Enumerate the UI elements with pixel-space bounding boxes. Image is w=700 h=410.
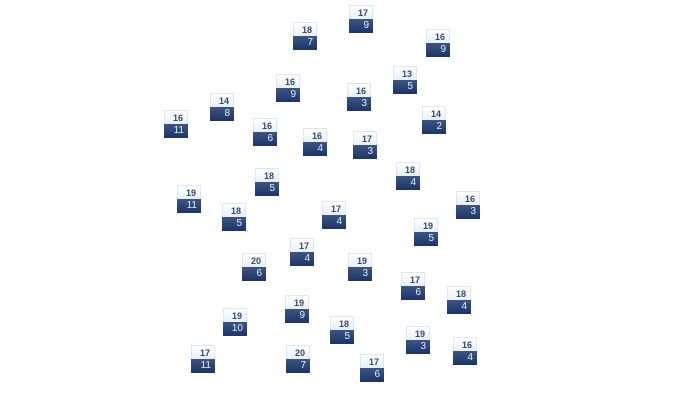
node[interactable]: 16 3	[347, 83, 371, 111]
node-top-value: 18	[447, 286, 471, 300]
node-bottom-value: 11	[164, 124, 188, 138]
node-top-value: 17	[353, 131, 377, 145]
node-bottom-value: 3	[353, 145, 377, 159]
node[interactable]: 17 3	[353, 131, 377, 159]
node-top-value: 16	[164, 110, 188, 124]
node[interactable]: 19 10	[223, 308, 247, 336]
node-bottom-value: 5	[255, 182, 279, 196]
node-top-value: 19	[223, 308, 247, 322]
node-top-value: 14	[422, 106, 446, 120]
node-bottom-value: 10	[223, 322, 247, 336]
node[interactable]: 17 4	[322, 201, 346, 229]
node[interactable]: 16 4	[453, 337, 477, 365]
node-top-value: 18	[255, 168, 279, 182]
node-bottom-value: 4	[303, 142, 327, 156]
node[interactable]: 16 4	[303, 128, 327, 156]
node[interactable]: 18 5	[330, 316, 354, 344]
node-bottom-value: 9	[285, 309, 309, 323]
node[interactable]: 17 6	[401, 272, 425, 300]
node-top-value: 19	[414, 218, 438, 232]
node[interactable]: 17 4	[290, 238, 314, 266]
node-bottom-value: 3	[456, 205, 480, 219]
node[interactable]: 14 2	[422, 106, 446, 134]
node[interactable]: 16 11	[164, 110, 188, 138]
node-bottom-value: 11	[191, 359, 215, 373]
node-top-value: 19	[177, 185, 201, 199]
node-bottom-value: 4	[396, 176, 420, 190]
node-bottom-value: 5	[222, 217, 246, 231]
node-bottom-value: 4	[290, 252, 314, 266]
node-top-value: 16	[303, 128, 327, 142]
node[interactable]: 16 6	[253, 118, 277, 146]
node[interactable]: 18 5	[255, 168, 279, 196]
node-top-value: 17	[322, 201, 346, 215]
node-top-value: 17	[401, 272, 425, 286]
node-bottom-value: 7	[286, 359, 310, 373]
node[interactable]: 16 9	[426, 29, 450, 57]
node[interactable]: 20 7	[286, 345, 310, 373]
node-bottom-value: 6	[242, 267, 266, 281]
node[interactable]: 18 7	[293, 22, 317, 50]
node-top-value: 13	[393, 66, 417, 80]
node-bottom-value: 6	[253, 132, 277, 146]
node-top-value: 16	[276, 74, 300, 88]
node-bottom-value: 9	[426, 43, 450, 57]
node-bottom-value: 3	[348, 267, 372, 281]
node[interactable]: 20 6	[242, 253, 266, 281]
node[interactable]: 19 3	[406, 326, 430, 354]
node[interactable]: 14 8	[210, 93, 234, 121]
node[interactable]: 18 5	[222, 203, 246, 231]
node-bottom-value: 7	[293, 36, 317, 50]
node-top-value: 20	[242, 253, 266, 267]
node-bottom-value: 5	[330, 330, 354, 344]
node-bottom-value: 4	[453, 351, 477, 365]
node-top-value: 16	[347, 83, 371, 97]
node[interactable]: 18 4	[396, 162, 420, 190]
node-top-value: 19	[406, 326, 430, 340]
node-top-value: 17	[290, 238, 314, 252]
node-top-value: 18	[396, 162, 420, 176]
node-bottom-value: 9	[276, 88, 300, 102]
node-bottom-value: 4	[447, 300, 471, 314]
node-bottom-value: 5	[414, 232, 438, 246]
node-bottom-value: 3	[347, 97, 371, 111]
node[interactable]: 17 11	[191, 345, 215, 373]
node[interactable]: 17 9	[349, 5, 373, 33]
node-top-value: 16	[253, 118, 277, 132]
node-top-value: 16	[456, 191, 480, 205]
node[interactable]: 19 11	[177, 185, 201, 213]
node-bottom-value: 9	[349, 19, 373, 33]
node-bottom-value: 5	[393, 80, 417, 94]
node-top-value: 18	[330, 316, 354, 330]
node-bottom-value: 3	[406, 340, 430, 354]
node-top-value: 16	[426, 29, 450, 43]
node[interactable]: 13 5	[393, 66, 417, 94]
node[interactable]: 16 3	[456, 191, 480, 219]
node-bottom-value: 8	[210, 107, 234, 121]
node[interactable]: 17 6	[360, 354, 384, 382]
node[interactable]: 18 4	[447, 286, 471, 314]
node-top-value: 14	[210, 93, 234, 107]
node-bottom-value: 11	[177, 199, 201, 213]
node-top-value: 19	[285, 295, 309, 309]
node-bottom-value: 4	[322, 215, 346, 229]
node-bottom-value: 2	[422, 120, 446, 134]
node-top-value: 17	[349, 5, 373, 19]
node-top-value: 19	[348, 253, 372, 267]
node[interactable]: 19 3	[348, 253, 372, 281]
node[interactable]: 19 5	[414, 218, 438, 246]
node-top-value: 16	[453, 337, 477, 351]
node[interactable]: 19 9	[285, 295, 309, 323]
node-bottom-value: 6	[360, 368, 384, 382]
node[interactable]: 16 9	[276, 74, 300, 102]
node-top-value: 18	[293, 22, 317, 36]
node-top-value: 18	[222, 203, 246, 217]
node-top-value: 17	[191, 345, 215, 359]
node-bottom-value: 6	[401, 286, 425, 300]
node-top-value: 17	[360, 354, 384, 368]
node-top-value: 20	[286, 345, 310, 359]
